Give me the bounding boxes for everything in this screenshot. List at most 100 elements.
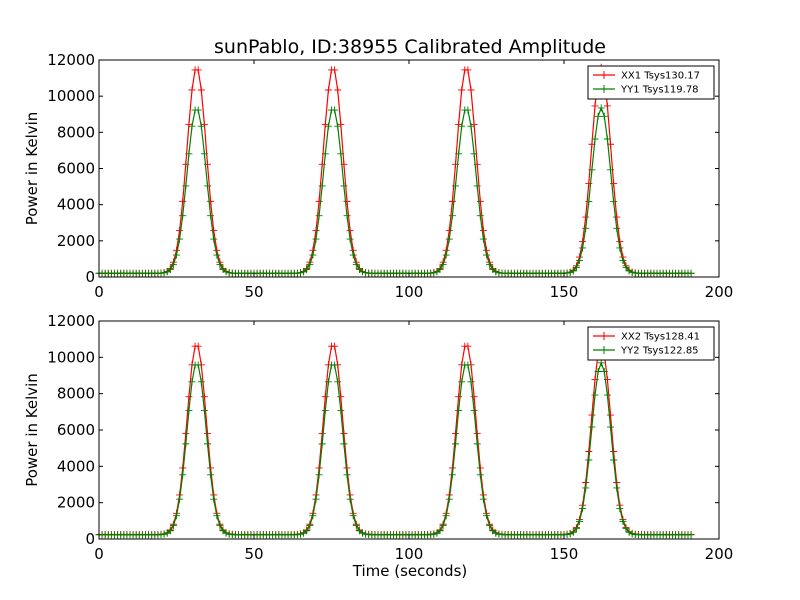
data-point-marker [569,267,577,275]
y-tick-label: 6000 [57,421,95,439]
data-point-marker [563,531,571,538]
data-point-marker [572,525,580,533]
data-point-marker [318,430,326,438]
data-point-marker [182,440,190,448]
data-point-marker [588,166,596,174]
data-point-marker [343,471,351,479]
data-point-marker [442,251,450,259]
data-point-marker [566,530,574,538]
data-point-marker [222,268,230,276]
data-point-marker [479,227,487,235]
data-point-marker [687,531,695,539]
data-point-marker [492,529,500,537]
data-point-marker [306,261,314,269]
data-point-marker [179,471,187,479]
data-point-marker [572,263,580,271]
x-tick-label: 50 [244,283,263,301]
data-point-marker [185,407,193,415]
data-point-marker [173,251,180,259]
series-line [99,360,692,536]
data-point-marker [470,150,478,158]
data-point-marker [579,238,587,246]
data-point-marker [582,484,590,492]
data-point-marker [222,529,230,537]
data-point-marker [486,261,494,269]
data-point-marker [588,423,596,431]
x-tick-label: 100 [395,545,424,563]
data-point-marker [470,393,478,401]
data-point-marker [194,361,202,369]
data-point-marker [188,86,196,94]
data-point-marker [619,517,627,525]
data-point-marker [452,440,459,448]
data-point-marker [476,212,484,220]
data-point-marker [200,393,208,401]
data-point-marker [318,440,326,448]
data-point-marker [200,150,208,158]
data-point-marker [594,112,602,120]
data-point-marker [603,391,611,399]
data-point-marker [610,456,618,464]
y-tick-label: 4000 [57,196,95,214]
data-point-marker [169,261,177,269]
data-point-marker [352,522,360,530]
data-point-marker [312,495,320,503]
data-point-marker [486,522,494,530]
data-point-marker [346,495,354,503]
data-point-marker [334,122,342,130]
data-point-marker [176,227,184,235]
data-point-marker [188,378,196,386]
data-point-marker [359,529,366,537]
data-point-marker [588,411,596,419]
data-point-marker [337,407,345,415]
y-tick-label: 12000 [47,51,95,69]
data-point-marker [188,122,196,130]
data-point-marker [619,256,627,264]
data-point-marker [309,251,317,259]
data-point-marker [343,197,351,205]
data-point-marker [331,342,339,350]
data-point-marker [607,166,614,174]
data-point-marker [343,212,351,220]
y-tick-label: 10000 [47,348,95,366]
x-tick-label: 100 [395,283,424,301]
data-point-marker [473,440,481,448]
data-point-marker [185,393,193,401]
data-point-marker [473,182,481,190]
data-point-marker [166,527,174,535]
y-tick-label: 0 [85,268,95,286]
data-point-marker [687,269,695,277]
legend-label: XX1 Tsys130.17 [621,71,700,82]
data-point-marker [576,256,583,264]
data-point-marker [467,86,475,94]
data-point-marker [579,244,587,252]
legend-box [587,326,715,361]
data-point-marker [566,268,574,276]
data-point-marker [628,530,636,538]
data-point-marker [464,342,472,350]
data-point-marker [625,267,633,275]
series-2 [95,359,695,539]
data-point-marker [569,528,577,536]
y-tick-label: 6000 [57,160,95,178]
data-point-marker [210,227,218,235]
series-line [99,341,692,536]
data-point-marker [585,456,593,464]
data-point-marker [194,342,202,350]
legend-marker [600,332,608,340]
data-point-marker [182,430,190,438]
data-point-marker [582,213,590,221]
data-point-marker [349,512,357,520]
data-point-marker [613,484,621,492]
data-point-marker [337,120,345,128]
data-point-marker [216,261,224,269]
data-point-marker [324,378,332,386]
data-point-marker [315,212,323,220]
data-point-marker [213,251,221,259]
data-point-marker [616,244,624,252]
data-point-marker [448,212,456,220]
data-point-marker [340,430,348,438]
data-point-marker [430,269,438,277]
data-point-marker [613,224,621,232]
